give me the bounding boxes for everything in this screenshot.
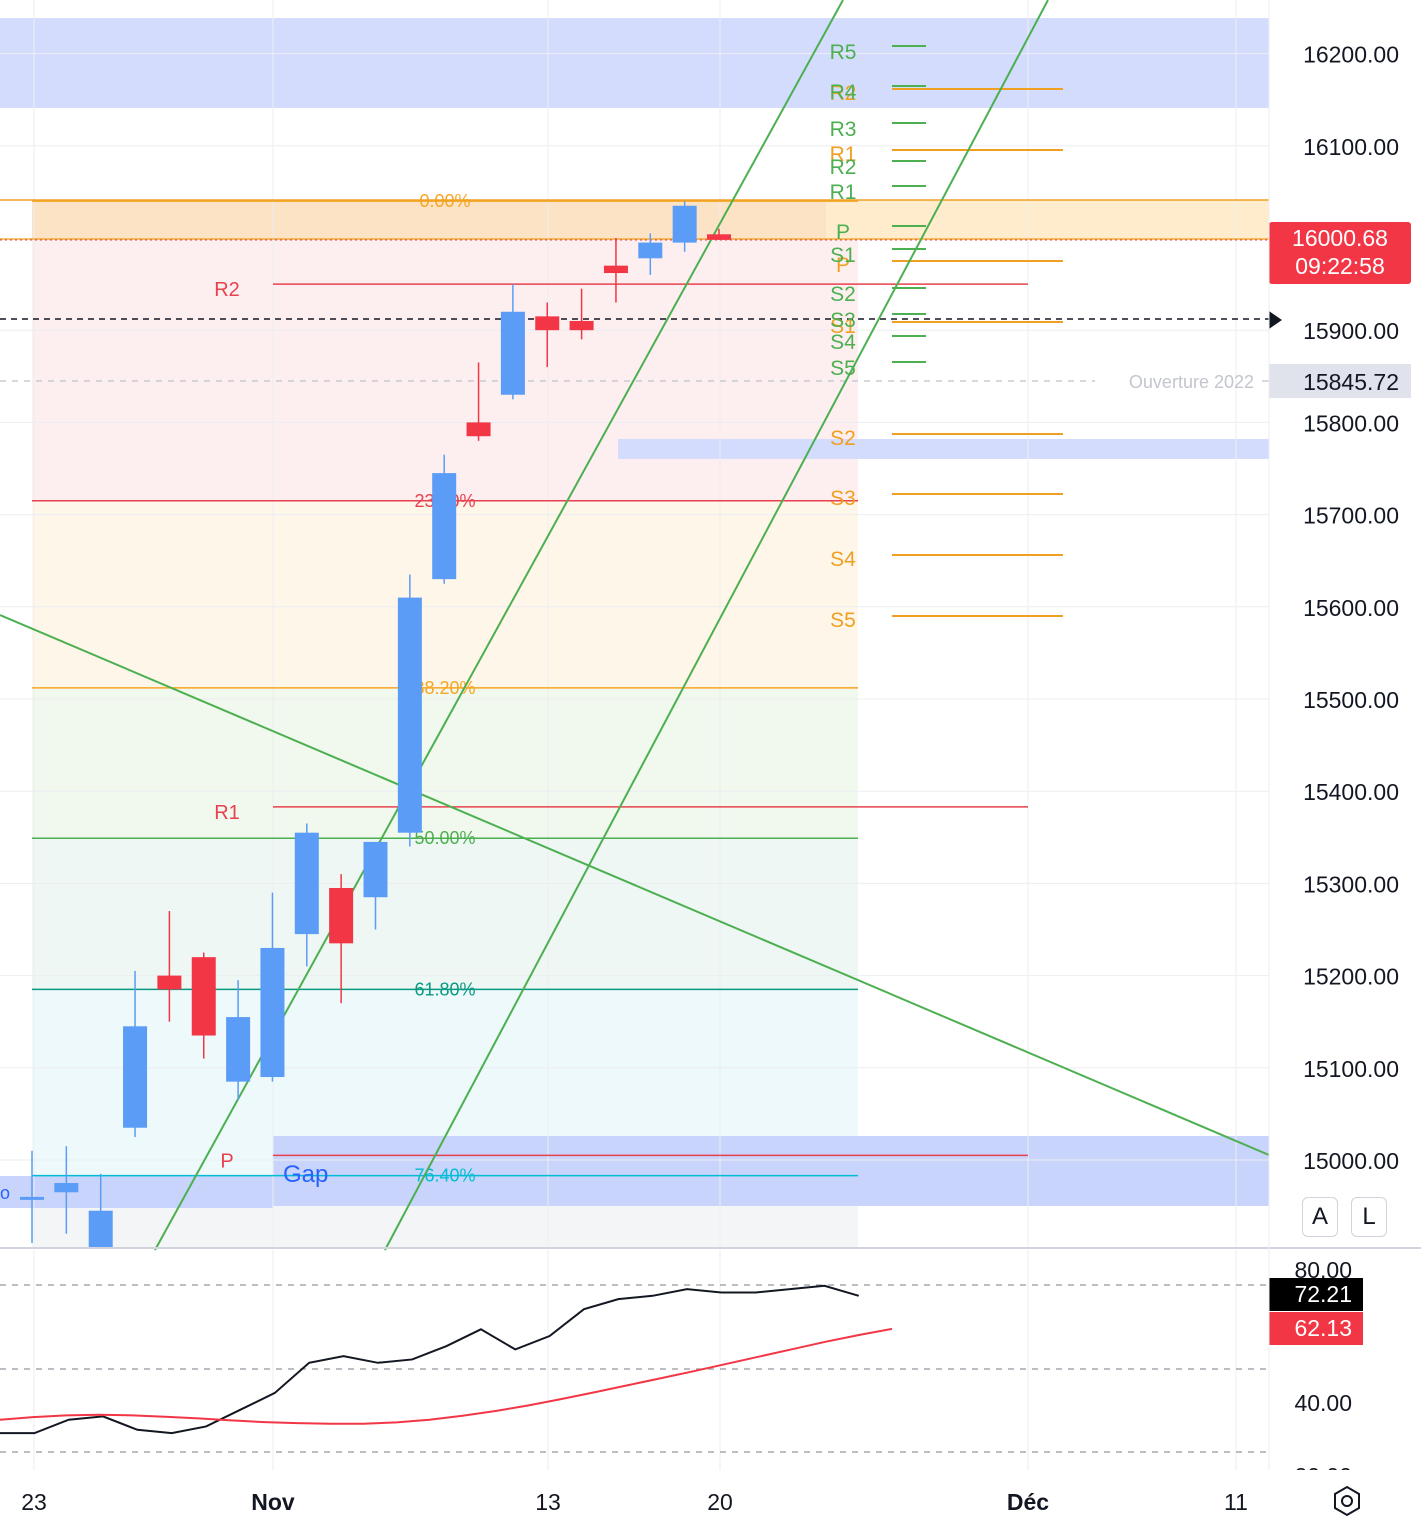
price-tick-label: 15100.00 [1303, 1056, 1399, 1082]
candle-body [260, 947, 285, 1078]
weekly-pivot-label: S5 [830, 609, 856, 632]
rsi-tick-label: 40.00 [1294, 1390, 1352, 1416]
weekly-pivot-label: R1 [830, 143, 857, 166]
open-2022-label: Ouverture 2022 [1129, 372, 1254, 392]
time-axis-label: 20 [707, 1489, 733, 1515]
open-2022-value: 15845.72 [1303, 369, 1399, 395]
candle-body [157, 975, 182, 990]
price-tick-label: 15600.00 [1303, 595, 1399, 621]
fib-zone-0-ext [826, 200, 1269, 240]
gap-label-left-fragment: o [0, 1183, 10, 1203]
price-tick-label: 15200.00 [1303, 964, 1399, 990]
fib-label: 50.00% [414, 828, 475, 848]
auto-scale-button[interactable]: A [1302, 1197, 1338, 1237]
weekly-pivot-label: P [836, 254, 850, 277]
gap-label: Gap [283, 1161, 328, 1188]
weekly-pivot-label: S4 [830, 548, 856, 571]
price-tick-label: 15400.00 [1303, 779, 1399, 805]
fib-zone-236 [32, 240, 858, 502]
support-zone [618, 439, 1269, 459]
rsi-value: 72.21 [1294, 1281, 1352, 1307]
time-axis-label: Déc [1007, 1489, 1049, 1515]
candle-body [329, 888, 354, 944]
fib-label: 0.00% [419, 191, 470, 211]
time-axis-label: 13 [535, 1489, 561, 1515]
price-tick-label: 16200.00 [1303, 42, 1399, 68]
monthly-pivot-label: R1 [214, 802, 240, 824]
daily-pivot-label: R3 [830, 118, 857, 141]
candle-body [88, 1210, 113, 1247]
log-scale-button[interactable]: L [1351, 1197, 1387, 1237]
daily-pivot-label: S2 [830, 283, 856, 306]
weekly-pivot-label: R2 [830, 82, 857, 105]
candle-body [466, 422, 491, 437]
daily-pivot-label: S3 [830, 309, 856, 332]
time-axis-label: 23 [21, 1489, 47, 1515]
weekly-pivot-label: S1 [830, 315, 856, 338]
daily-pivot-label: S4 [830, 331, 856, 354]
candle-body [500, 311, 525, 395]
candle-body [54, 1183, 79, 1193]
price-tick-label: 15700.00 [1303, 503, 1399, 529]
last-price-badge [1269, 222, 1411, 284]
candle-body [191, 957, 216, 1036]
monthly-pivot-label: R2 [214, 279, 240, 301]
candle-body [20, 1196, 44, 1200]
candle-body [603, 265, 628, 274]
price-tick-label: 15000.00 [1303, 1148, 1399, 1174]
rsi-value-badge [1269, 1278, 1363, 1311]
candle-body [707, 234, 731, 240]
candle-body [363, 841, 388, 898]
last-price-value: 16000.68 [1292, 225, 1388, 251]
gap-zone-left [0, 1176, 273, 1208]
fib-zone-50 [32, 689, 858, 839]
open-2022-badge [1269, 364, 1411, 398]
channel-lower-line [384, 0, 1049, 1251]
fib-label: 61.80% [414, 979, 475, 999]
daily-pivot-label: R5 [830, 41, 857, 64]
time-axis-label: Nov [251, 1489, 295, 1515]
daily-pivot-label: R4 [830, 81, 857, 104]
price-tick-label: 16100.00 [1303, 134, 1399, 160]
time-axis-bg [0, 1470, 1421, 1529]
bar-countdown: 09:22:58 [1295, 253, 1385, 279]
weekly-pivot-label: S3 [830, 487, 856, 510]
price-tick-label: 15800.00 [1303, 410, 1399, 436]
price-tick-label: 15900.00 [1303, 318, 1399, 344]
candle-body [432, 473, 457, 580]
alert-arrow-icon [1269, 311, 1282, 329]
candle-body [226, 1017, 251, 1082]
monthly-pivot-label: P [220, 1150, 233, 1172]
fib-label: 76.40% [414, 1166, 475, 1186]
fib-label: 38.20% [414, 678, 475, 698]
rsi-ma-value: 62.13 [1294, 1315, 1352, 1341]
weekly-pivot-label: S2 [830, 427, 856, 450]
candle-body [123, 1026, 148, 1128]
daily-pivot-label: R2 [830, 156, 857, 179]
daily-pivot-label: R1 [830, 181, 857, 204]
settings-icon [1334, 1485, 1360, 1517]
downtrend-line [0, 614, 1270, 1156]
rsi-line [0, 1284, 860, 1435]
price-tick-label: 15300.00 [1303, 871, 1399, 897]
rsi-ma-line [0, 1327, 893, 1425]
daily-pivot-label: P [836, 221, 850, 244]
rsi-ma-badge [1269, 1312, 1363, 1345]
candle-body [294, 832, 319, 935]
daily-pivot-label: S1 [830, 244, 856, 267]
fib-zone-618 [32, 839, 858, 990]
candle-body [397, 597, 422, 833]
candle-body [672, 205, 697, 243]
candle-body [638, 242, 663, 259]
candle-body [569, 320, 594, 331]
time-axis-label: 11 [1224, 1489, 1248, 1515]
candle-body [535, 316, 560, 331]
resistance-zone-top [0, 18, 1269, 108]
price-tick-label: 15500.00 [1303, 687, 1399, 713]
settings-icon-center [1341, 1495, 1353, 1507]
